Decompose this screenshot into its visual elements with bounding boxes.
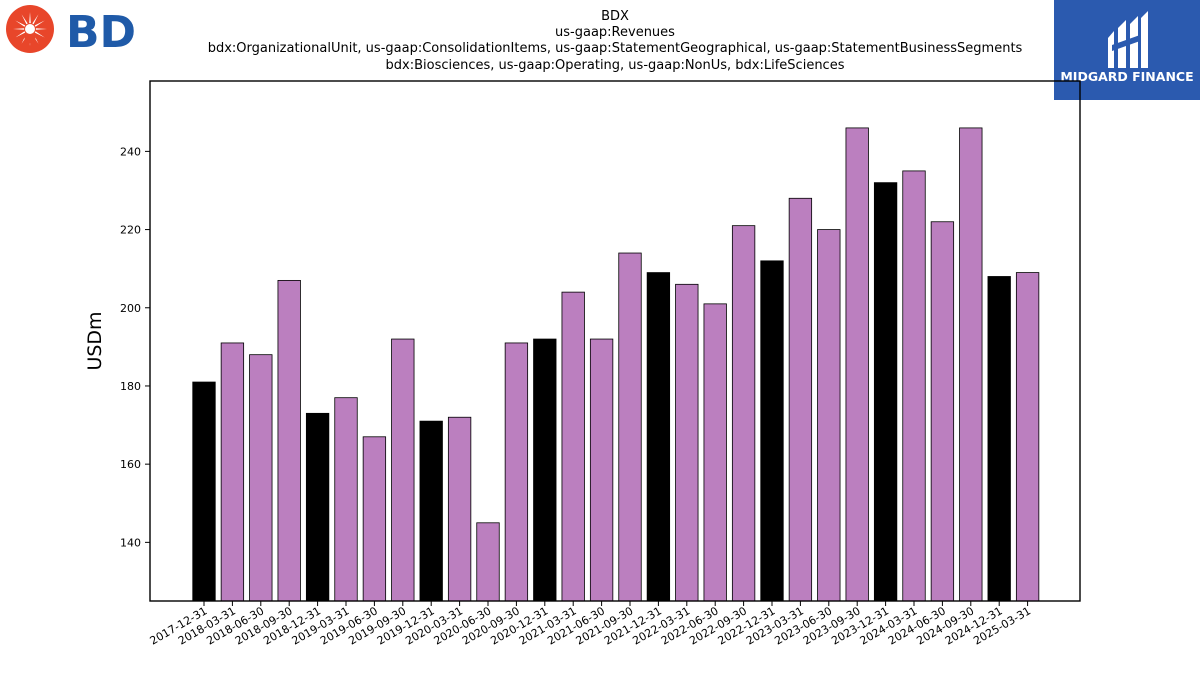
sponsor-logo: MIDGARD FINANCE <box>1054 0 1200 100</box>
y-axis-label: USDm <box>84 311 106 370</box>
bar-2023-09-30 <box>845 127 869 602</box>
chart-title-line-3: bdx:OrganizationalUnit, us-gaap:Consolid… <box>208 41 1023 56</box>
bar-2019-06-30 <box>362 436 387 602</box>
company-logo-burst-icon <box>6 5 54 53</box>
bar-2022-09-30 <box>731 225 756 602</box>
bar-2022-03-31 <box>675 283 699 602</box>
y-tick-label: 140 <box>120 536 141 549</box>
chart-title: BDX us-gaap:Revenues bdx:OrganizationalU… <box>208 9 1023 73</box>
plot-frame <box>149 80 1081 602</box>
bar-2018-06-30 <box>249 354 273 602</box>
y-tick-label: 160 <box>120 458 141 471</box>
bar-2021-09-30 <box>618 252 642 602</box>
bar-2017-12-31 <box>192 381 216 602</box>
bar-2018-12-31 <box>305 412 330 602</box>
company-logo: BD <box>6 5 136 58</box>
bar-2023-03-31 <box>788 197 813 602</box>
bar-2020-09-30 <box>504 342 529 602</box>
bar-2022-06-30 <box>703 303 727 602</box>
bar-2020-03-31 <box>447 416 472 602</box>
bars-group <box>192 127 1040 602</box>
bar-2019-12-31 <box>419 420 443 602</box>
sponsor-logo-mark-icon <box>1108 11 1148 68</box>
bar-2022-12-31 <box>760 260 784 602</box>
bar-2019-03-31 <box>334 397 358 602</box>
sponsor-logo-background <box>1054 0 1200 100</box>
bar-2018-09-30 <box>277 279 301 602</box>
x-axis: 2017-12-312018-03-312018-06-302018-09-30… <box>148 601 1033 648</box>
chart-title-line-2: us-gaap:Revenues <box>555 25 675 40</box>
bar-2024-03-31 <box>902 170 926 602</box>
bar-2024-06-30 <box>930 221 955 602</box>
y-tick-label: 240 <box>120 145 141 158</box>
sponsor-logo-text: MIDGARD FINANCE <box>1060 69 1193 84</box>
y-axis: 140 160 180 200 220 240 <box>120 145 150 549</box>
bar-2019-09-30 <box>391 338 415 602</box>
bar-2024-12-31 <box>987 276 1011 602</box>
bar-2023-06-30 <box>817 229 841 602</box>
bar-2020-12-31 <box>533 338 557 602</box>
chart-title-line-4: bdx:Biosciences, us-gaap:Operating, us-g… <box>386 58 845 73</box>
bar-2024-09-30 <box>959 127 983 602</box>
bar-2025-03-31 <box>1015 272 1040 602</box>
bar-2021-06-30 <box>589 338 614 602</box>
bar-2023-12-31 <box>873 182 898 602</box>
y-tick-label: 220 <box>120 224 141 237</box>
company-logo-text: BD <box>66 7 136 58</box>
bar-2021-12-31 <box>646 272 671 602</box>
bar-2021-03-31 <box>561 291 585 602</box>
y-tick-label: 200 <box>120 302 141 315</box>
bar-2020-06-30 <box>476 522 500 602</box>
y-tick-label: 180 <box>120 380 141 393</box>
bar-2018-03-31 <box>220 342 245 602</box>
chart-title-line-1: BDX <box>601 9 629 24</box>
